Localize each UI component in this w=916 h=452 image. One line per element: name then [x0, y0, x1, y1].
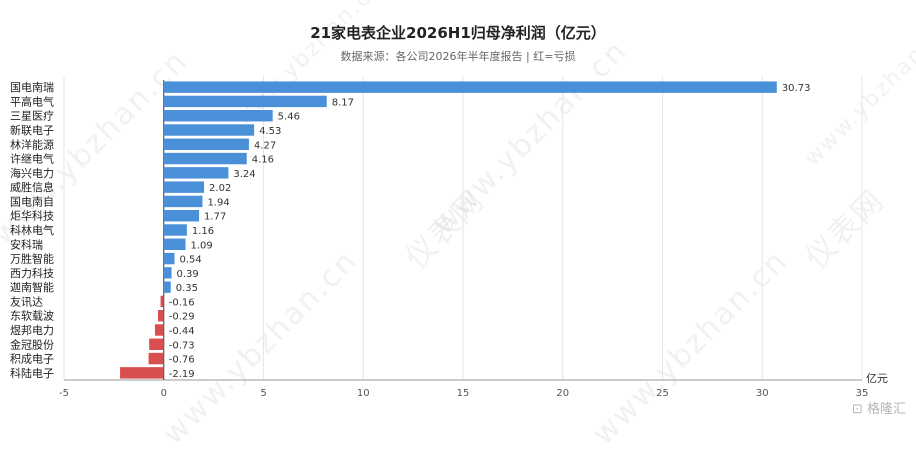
value-label: -2.19: [169, 369, 195, 380]
category-label: 友讯达: [10, 294, 43, 308]
x-tick-label: 10: [357, 388, 370, 399]
category-label: 威胜信息: [10, 180, 54, 194]
category-label: 迦南智能: [10, 280, 54, 294]
category-label: 新联电子: [10, 123, 54, 137]
bar: [163, 252, 175, 265]
category-label: 西力科技: [10, 266, 54, 280]
bar: [163, 238, 186, 250]
value-label: 1.09: [190, 240, 212, 251]
category-label: 金冠股份: [10, 337, 54, 351]
value-label: -0.29: [169, 312, 195, 323]
value-label: -0.73: [169, 340, 195, 351]
value-label: 3.24: [233, 169, 255, 180]
value-label: 1.77: [204, 212, 226, 223]
x-tick-label: 0: [161, 388, 167, 399]
bar: [149, 338, 164, 350]
bar: [163, 224, 187, 236]
bar: [160, 295, 164, 308]
x-tick-label: 15: [457, 388, 470, 399]
category-label: 万胜智能: [10, 252, 54, 266]
category-label: 三星医疗: [10, 109, 54, 123]
value-label: 4.16: [252, 155, 274, 166]
brand-logo: ⊡ 格隆汇: [852, 398, 906, 417]
category-label: 东软载波: [10, 309, 54, 323]
category-label: 煜邦电力: [10, 324, 54, 337]
bar: [163, 167, 229, 179]
value-label: -0.76: [169, 355, 195, 366]
value-label: -0.44: [169, 326, 195, 337]
value-label: 1.16: [192, 226, 214, 237]
value-label: 0.54: [180, 255, 202, 266]
category-label: 炬华科技: [10, 209, 54, 223]
bar: [163, 81, 777, 93]
value-label: 0.39: [177, 269, 199, 280]
bar: [163, 110, 273, 122]
value-label: 8.17: [332, 97, 354, 108]
value-label: 2.02: [209, 183, 231, 194]
x-tick-label: -5: [59, 388, 69, 399]
bar: [154, 324, 164, 336]
bar: [163, 138, 249, 150]
value-label: 1.94: [207, 197, 229, 208]
bar-chart: -5 0 5 10 15 20 25 30 35 亿元 国电南瑞 30.73 平高电气 8.17 三星医疗 5…: [10, 76, 888, 399]
value-label: 4.27: [254, 140, 276, 151]
logo-text: 格隆汇: [866, 402, 906, 417]
value-label: 4.53: [259, 126, 281, 137]
bar: [163, 152, 247, 165]
bar: [163, 210, 200, 222]
category-label: 国电南自: [10, 195, 54, 208]
bar: [120, 367, 164, 379]
category-label: 平高电气: [10, 94, 54, 108]
bar: [163, 195, 203, 208]
value-label: 5.46: [278, 112, 300, 123]
x-tick-label: 5: [260, 388, 266, 399]
category-label: 安科瑞: [10, 237, 43, 251]
chart-subtitle: 数据来源：各公司2026年半年度报告 | 红=亏损: [340, 50, 576, 63]
bar: [148, 352, 164, 365]
bar: [163, 95, 327, 108]
category-label: 许继电气: [10, 152, 54, 166]
category-label: 林洋能源: [10, 137, 54, 151]
value-label: 30.73: [782, 83, 811, 94]
bar: [163, 281, 171, 293]
x-tick-label: 35: [856, 388, 869, 399]
x-tick-label: 25: [656, 388, 669, 399]
x-axis-label: 亿元: [866, 372, 888, 385]
chart-title: 21家电表企业2026H1归母净利润（亿元）: [310, 24, 606, 42]
bar: [163, 267, 172, 279]
x-tick-label: 20: [556, 388, 569, 399]
logo-icon: ⊡: [851, 402, 863, 417]
category-label: 科陆电子: [10, 366, 54, 380]
category-label: 国电南瑞: [10, 80, 54, 94]
value-label: 0.35: [176, 283, 198, 294]
bar: [163, 124, 255, 136]
value-label: -0.16: [169, 297, 195, 308]
category-label: 科林电气: [10, 223, 54, 237]
category-label: 积成电子: [10, 353, 54, 366]
category-label: 海兴电力: [10, 166, 54, 180]
x-tick-label: 30: [756, 388, 769, 399]
bar: [157, 310, 164, 322]
bar: [163, 181, 205, 193]
